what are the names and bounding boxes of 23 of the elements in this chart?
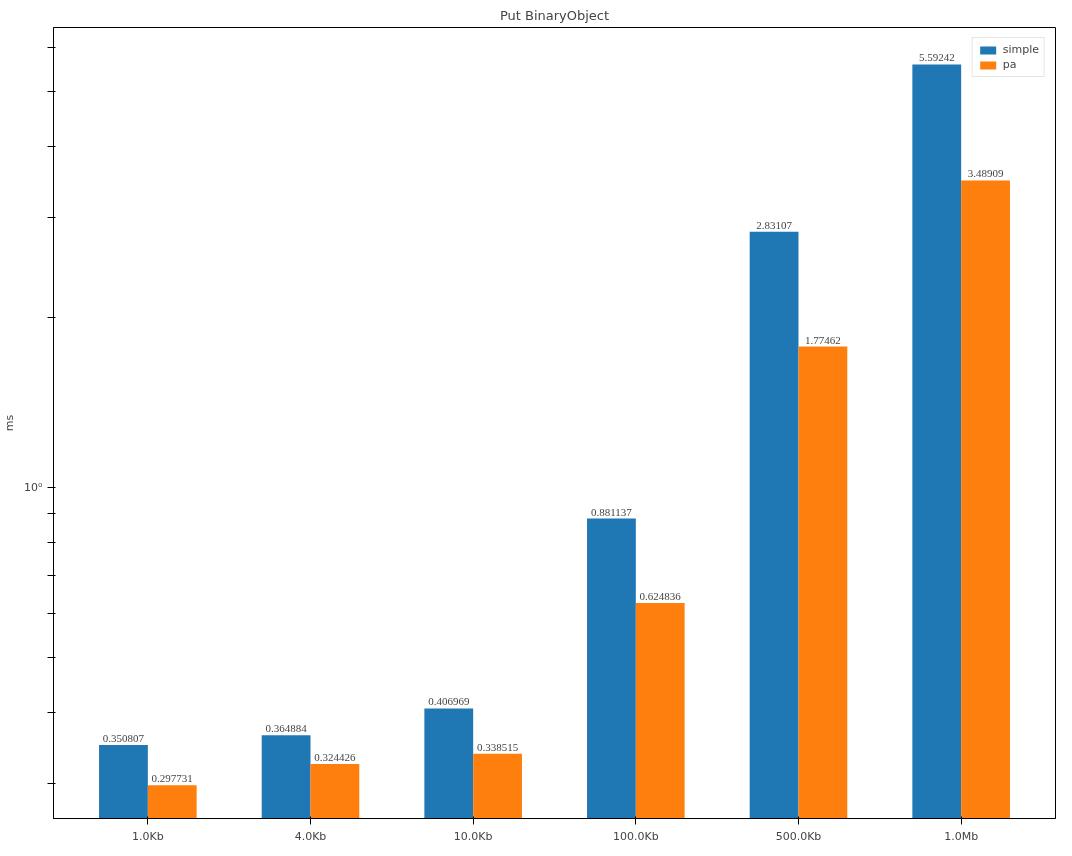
x-tick-label: 10.0Kb bbox=[453, 829, 493, 843]
data-label: 2.83107 bbox=[756, 218, 793, 231]
chart-title: Put BinaryObject bbox=[499, 7, 610, 23]
data-label: 5.59242 bbox=[918, 51, 955, 64]
data-label: 0.338515 bbox=[476, 740, 519, 753]
x-tick-label: 1.0Mb bbox=[944, 829, 979, 843]
data-label: 0.624836 bbox=[639, 590, 682, 603]
data-label: 0.297731 bbox=[151, 772, 193, 785]
legend-label: simple bbox=[1002, 43, 1039, 56]
data-label: 0.324426 bbox=[314, 751, 357, 764]
x-tick-label: 1.0Kb bbox=[132, 829, 164, 843]
legend-label: pa bbox=[1002, 58, 1018, 71]
data-label: 0.406969 bbox=[428, 695, 470, 708]
y-axis-title: ms bbox=[3, 414, 17, 432]
x-tick-label: 500.0Kb bbox=[775, 829, 822, 843]
data-label: 0.881137 bbox=[591, 505, 633, 518]
data-label: 3.48909 bbox=[967, 167, 1004, 180]
x-tick-label: 4.0Kb bbox=[294, 829, 327, 843]
x-tick-label: 100.0Kb bbox=[612, 829, 659, 843]
text: 10⁰ bbox=[24, 480, 44, 494]
data-label: 1.77462 bbox=[805, 333, 841, 346]
data-label: 0.364884 bbox=[265, 722, 308, 735]
data-label: 0.350807 bbox=[102, 731, 145, 744]
